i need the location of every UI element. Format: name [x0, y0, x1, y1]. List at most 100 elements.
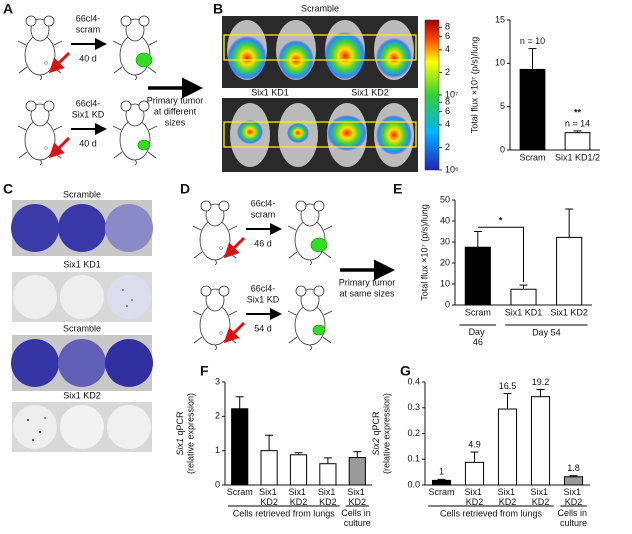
y-tick-label: 0	[500, 144, 505, 154]
y-tick-label: 1	[215, 445, 220, 455]
x-tick-label: Six1 KD2	[464, 487, 484, 507]
colorbar-label: 4	[445, 119, 450, 129]
bar	[431, 479, 452, 486]
cell-line-label: 66cl4-	[76, 98, 101, 108]
duration-label: 40 d	[79, 53, 97, 63]
bar	[319, 463, 337, 486]
y-tick-label: 3	[215, 376, 220, 386]
y-tick-label: 20	[440, 257, 450, 267]
bar	[260, 450, 278, 486]
colorbar-label: 2	[445, 67, 450, 77]
y-axis-label: Six2 qPCR	[371, 411, 381, 456]
annotation: n = 10	[520, 36, 545, 46]
bar	[348, 457, 366, 486]
y-tick-label: 0	[215, 479, 220, 489]
y-tick-label: 0.1	[407, 454, 420, 464]
result-label: sizes	[165, 117, 186, 127]
bar	[530, 396, 551, 486]
bar	[464, 461, 485, 486]
tumor	[310, 237, 328, 253]
bar	[497, 408, 518, 486]
panel-letter: A	[3, 1, 13, 17]
mouse	[112, 15, 158, 80]
y-axis-label: Total flux ×10⁷ (p/s)/lung	[419, 204, 429, 301]
panel-letter: C	[3, 181, 13, 197]
bar	[563, 476, 584, 486]
colorbar-label: 8	[445, 22, 450, 32]
x-tick-label: Six1 KD2	[530, 487, 550, 507]
cell-line-label: Six1 KD	[247, 294, 280, 304]
bar	[556, 236, 583, 306]
injection-arrow	[48, 136, 71, 159]
annotation: 16.5	[499, 381, 517, 391]
image-label: Six1 KD1	[251, 87, 289, 97]
panel-letter: E	[393, 181, 402, 197]
cell-line-label: scram	[76, 24, 101, 34]
image-label: Six1 KD2	[351, 87, 389, 97]
x-tick-label: Scram	[428, 487, 454, 497]
colorbar-label: 2	[445, 142, 450, 152]
plate-label: Six1 KD2	[63, 390, 101, 400]
tumor	[135, 52, 153, 68]
y-tick-label: 15	[495, 14, 505, 24]
x-tick-label: Six1 KD1	[505, 307, 543, 317]
bar	[289, 454, 308, 486]
annotation: 1	[439, 467, 444, 477]
y-tick-label: 0.0	[407, 479, 420, 489]
bar	[564, 132, 591, 151]
plate-label: Scramble	[63, 323, 101, 333]
colorbar-label: 6	[445, 106, 450, 116]
group-label: Cells in culture	[557, 508, 589, 528]
y-tick-label: 40	[440, 215, 450, 225]
duration-label: 46 d	[254, 238, 272, 248]
duration-label: 54 d	[254, 323, 272, 333]
x-tick-label: Six1 KD2	[347, 487, 367, 507]
image-label: Scramble	[301, 3, 339, 13]
significance-bracket	[477, 226, 524, 282]
y-axis-label: (relative expression)	[185, 393, 195, 474]
y-axis-label: (relative expression)	[381, 393, 391, 474]
result-label: at different	[154, 106, 197, 116]
y-tick-label: 5	[500, 101, 505, 111]
injection-arrow	[223, 321, 246, 344]
colorbar-label: 8	[445, 97, 450, 107]
y-tick-label: 2	[215, 411, 220, 421]
annotation: n = 14	[565, 118, 590, 128]
x-tick-label: Scram	[227, 487, 253, 497]
annotation: 1.8	[567, 463, 580, 473]
y-tick-label: 0.4	[407, 376, 420, 386]
plate-label: Six1 KD1	[63, 259, 101, 269]
bar	[519, 68, 546, 151]
cell-line-label: 66cl4-	[76, 13, 101, 23]
injection-arrow	[48, 51, 71, 74]
group-label: Day 46	[469, 327, 488, 347]
y-tick-label: 10	[440, 278, 450, 288]
y-tick-label: 30	[440, 236, 450, 246]
bioluminescence-image	[222, 16, 440, 172]
colorbar-label: 10⁷	[445, 89, 458, 99]
x-tick-label: Six1 KD2	[550, 307, 588, 317]
colorbar-label: 6	[445, 31, 450, 41]
group-label: Cells retrieved from lungs	[440, 508, 543, 518]
bar	[510, 288, 537, 306]
group-label: Cells retrieved from lungs	[233, 508, 336, 518]
colorbar-label: 10⁶	[445, 164, 459, 174]
result-label: at same sizes	[339, 288, 395, 298]
result-label: Primary tumor	[339, 277, 396, 287]
mouse	[112, 100, 158, 165]
colorbar-label: 4	[445, 44, 450, 54]
colony-plates	[11, 200, 153, 452]
cell-line-label: scram	[251, 209, 276, 219]
y-tick-label: 0.2	[407, 428, 420, 438]
mouse	[287, 200, 333, 265]
group-label: Cells in culture	[341, 508, 373, 528]
y-tick-label: 10	[495, 58, 505, 68]
bar	[231, 408, 249, 486]
panel-letter: G	[400, 363, 411, 379]
annotation: **	[574, 107, 582, 117]
y-tick-label: 0	[445, 299, 450, 309]
y-tick-label: 0.3	[407, 402, 420, 412]
mouse	[17, 15, 63, 80]
injection-arrow	[223, 236, 246, 259]
y-axis-label: Total flux ×10⁷ (p/s)/lung	[469, 37, 479, 134]
